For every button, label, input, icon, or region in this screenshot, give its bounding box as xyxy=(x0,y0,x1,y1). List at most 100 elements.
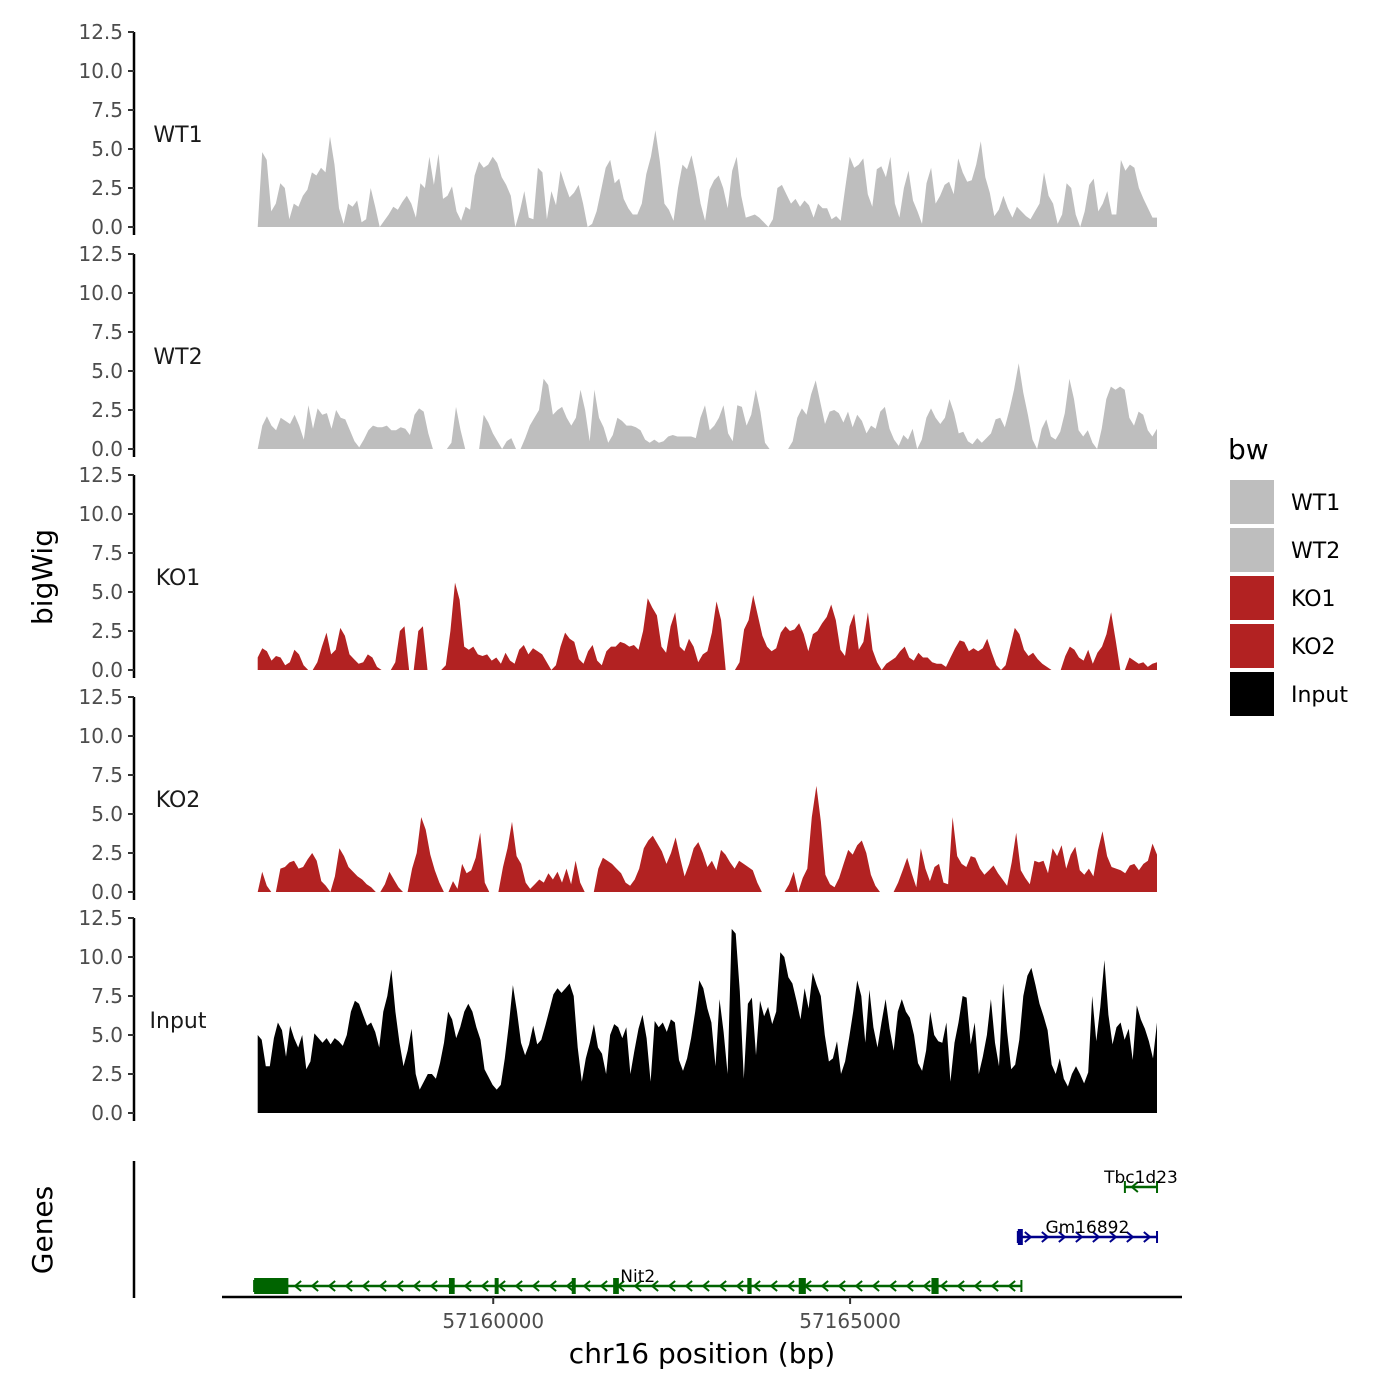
exon xyxy=(747,1278,752,1294)
exon xyxy=(613,1278,619,1294)
legend-swatch-ko1 xyxy=(1230,576,1274,620)
strand-chevron xyxy=(1007,1280,1016,1292)
legend-label: Input xyxy=(1291,683,1348,708)
legend-label: KO2 xyxy=(1291,635,1336,660)
y-tick-label: 2.5 xyxy=(91,398,123,422)
strand-chevron xyxy=(684,1280,693,1292)
genes-axis-title: Genes xyxy=(26,1186,59,1274)
gene-label: Gm16892 xyxy=(1046,1218,1130,1238)
strand-chevron xyxy=(480,1280,489,1292)
strand-chevron xyxy=(854,1280,863,1292)
strand-chevron xyxy=(344,1280,353,1292)
strand-chevron xyxy=(786,1280,795,1292)
signal-area-wt2 xyxy=(257,363,1157,449)
strand-chevron xyxy=(1041,1231,1050,1243)
y-tick-label: 0.0 xyxy=(91,1101,123,1125)
strand-chevron xyxy=(701,1280,710,1292)
strand-chevron xyxy=(769,1280,778,1292)
legend-swatch-wt2 xyxy=(1230,528,1274,572)
y-axis-title: bigWig xyxy=(26,529,59,625)
signal-area-input xyxy=(257,928,1157,1113)
strand-chevron xyxy=(310,1280,319,1292)
track-label: KO1 xyxy=(156,566,201,591)
strand-chevron xyxy=(378,1280,387,1292)
y-tick-label: 7.5 xyxy=(91,320,123,344)
strand-chevron xyxy=(361,1280,370,1292)
y-tick-label: 0.0 xyxy=(91,880,123,904)
y-tick-label: 7.5 xyxy=(91,763,123,787)
strand-chevron xyxy=(956,1280,965,1292)
y-tick-label: 12.5 xyxy=(78,20,123,44)
y-tick-label: 5.0 xyxy=(91,1023,123,1047)
strand-chevron xyxy=(650,1280,659,1292)
strand-chevron xyxy=(718,1280,727,1292)
track-ko2: 0.0 2.5 5.0 7.5 10.0 12.5 KO2 xyxy=(78,685,1157,904)
strand-chevron xyxy=(429,1280,438,1292)
strand-chevron xyxy=(599,1280,608,1292)
strand-chevron xyxy=(1143,1231,1152,1243)
y-tick-label: 2.5 xyxy=(91,176,123,200)
track-label: Input xyxy=(150,1009,207,1034)
strand-chevron xyxy=(497,1280,506,1292)
strand-chevron xyxy=(565,1280,574,1292)
strand-chevron xyxy=(1075,1231,1084,1243)
strand-chevron xyxy=(1126,1231,1135,1243)
tracks-layer: 0.0 2.5 5.0 7.5 10.0 12.5 WT1 0.0 2.5 5.0 7.5 10.0 1… xyxy=(78,20,1157,1125)
strand-chevron xyxy=(888,1280,897,1292)
track-wt1: 0.0 2.5 5.0 7.5 10.0 12.5 WT1 xyxy=(78,20,1157,239)
strand-chevron xyxy=(531,1280,540,1292)
exon xyxy=(931,1278,939,1294)
y-tick-label: 12.5 xyxy=(78,685,123,709)
y-tick-label: 12.5 xyxy=(78,242,123,266)
strand-chevron xyxy=(752,1280,761,1292)
x-tick-label: 57160000 xyxy=(442,1309,544,1333)
signal-area-ko2 xyxy=(257,785,1157,892)
strand-chevron xyxy=(633,1280,642,1292)
y-tick-label: 0.0 xyxy=(91,658,123,682)
y-tick-label: 0.0 xyxy=(91,437,123,461)
track-wt2: 0.0 2.5 5.0 7.5 10.0 12.5 WT2 xyxy=(78,242,1157,461)
signal-area-wt1 xyxy=(257,130,1157,227)
strand-chevron xyxy=(1109,1231,1118,1243)
strand-chevron xyxy=(514,1280,523,1292)
legend-label: WT1 xyxy=(1291,491,1340,516)
legend-swatch-input xyxy=(1230,672,1274,716)
exon xyxy=(571,1278,576,1294)
x-tick-label: 57165000 xyxy=(799,1309,901,1333)
track-label: WT1 xyxy=(153,123,202,148)
strand-chevron xyxy=(735,1280,744,1292)
strand-chevron xyxy=(293,1280,302,1292)
strand-chevron xyxy=(667,1280,676,1292)
y-tick-label: 2.5 xyxy=(91,619,123,643)
y-tick-label: 10.0 xyxy=(78,945,123,969)
legend-swatch-wt1 xyxy=(1230,480,1274,524)
strand-chevron xyxy=(412,1280,421,1292)
track-label: WT2 xyxy=(153,345,202,370)
gene-gm16892: Gm16892 xyxy=(1016,1218,1159,1245)
y-tick-label: 12.5 xyxy=(78,906,123,930)
gene-label: Tbc1d23 xyxy=(1103,1168,1178,1188)
strand-chevron xyxy=(395,1280,404,1292)
strand-chevron xyxy=(922,1280,931,1292)
x-axis: 57160000 57165000 xyxy=(222,1295,1182,1333)
legend-label: KO1 xyxy=(1291,587,1336,612)
y-tick-label: 10.0 xyxy=(78,724,123,748)
y-tick-label: 12.5 xyxy=(78,463,123,487)
exon xyxy=(494,1278,499,1294)
strand-chevron xyxy=(871,1280,880,1292)
y-tick-label: 2.5 xyxy=(91,1062,123,1086)
strand-chevron xyxy=(1024,1231,1033,1243)
y-tick-label: 5.0 xyxy=(91,802,123,826)
y-tick-label: 7.5 xyxy=(91,98,123,122)
strand-chevron xyxy=(990,1280,999,1292)
y-tick-label: 5.0 xyxy=(91,359,123,383)
strand-chevron xyxy=(1058,1231,1067,1243)
strand-chevron xyxy=(463,1280,472,1292)
y-tick-label: 7.5 xyxy=(91,984,123,1008)
gene-nit2: Nit2 xyxy=(253,1267,1023,1294)
exon xyxy=(254,1278,289,1294)
strand-chevron xyxy=(905,1280,914,1292)
strand-chevron xyxy=(939,1280,948,1292)
strand-chevron xyxy=(1130,1181,1139,1193)
